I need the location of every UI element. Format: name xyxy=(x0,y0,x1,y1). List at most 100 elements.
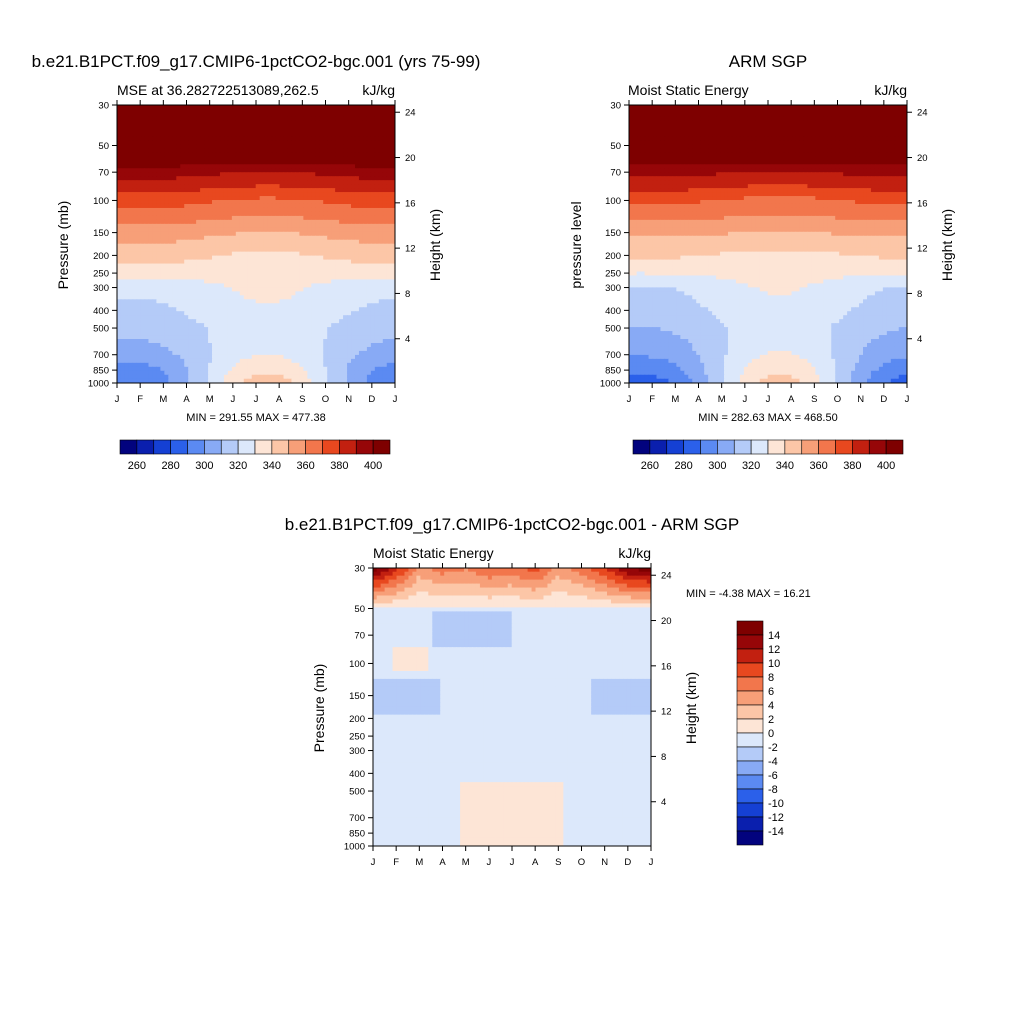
pressure-tick-label: 500 xyxy=(349,787,365,798)
month-tick-label: J xyxy=(742,394,747,405)
colorbar-label: 2 xyxy=(768,714,774,726)
colorbar-box xyxy=(818,439,836,455)
height-tick-label: 16 xyxy=(405,198,416,209)
colorbar-box xyxy=(305,439,323,455)
pressure-tick-label: 50 xyxy=(610,141,621,152)
panel-model-units: kJ/kg xyxy=(362,82,395,98)
height-tick-label: 24 xyxy=(405,108,416,119)
month-tick-label: J xyxy=(627,394,632,405)
colorbar-label: -6 xyxy=(768,770,778,782)
colorbar-label: 400 xyxy=(364,460,382,472)
colorbar-label: 4 xyxy=(768,700,774,712)
pressure-tick-label: 1000 xyxy=(344,842,365,853)
pressure-tick-label: 70 xyxy=(610,168,621,179)
month-tick-label: M xyxy=(159,394,167,405)
pressure-tick-label: 200 xyxy=(605,251,621,262)
colorbar-box xyxy=(220,439,239,455)
colorbar-box xyxy=(784,439,803,455)
pressure-tick-label: 1000 xyxy=(600,379,621,390)
pressure-tick-label: 100 xyxy=(93,196,109,207)
month-tick-label: A xyxy=(276,394,283,405)
height-tick-label: 12 xyxy=(405,244,416,255)
panel-diff-y2-axis-label: Height (km) xyxy=(683,672,699,744)
panel-diff-y-axis-label: Pressure (mb) xyxy=(311,664,327,753)
colorbar-box xyxy=(339,439,357,455)
pressure-tick-label: 150 xyxy=(93,228,109,239)
colorbar-box xyxy=(153,439,171,455)
colorbar-box xyxy=(736,830,764,846)
panel-model-axes: 30 50 70 100 150 200 250 300 400 500 700 850 1000 24 2… xyxy=(88,100,416,405)
colorbar-box xyxy=(885,439,904,455)
pressure-tick-label: 50 xyxy=(354,604,365,615)
month-tick-label: M xyxy=(462,857,470,868)
colorbar-box xyxy=(736,620,764,636)
pressure-tick-label: 700 xyxy=(605,350,621,361)
colorbar-box xyxy=(736,802,764,818)
month-tick-label: J xyxy=(115,394,120,405)
panel-diff-title: b.e21.B1PCT.f09_g17.CMIP6-1pctCO2-bgc.00… xyxy=(285,515,740,534)
panel-model-colorbar: 260 280 300 320 340 360 380 400 xyxy=(119,439,391,472)
colorbar-label: 8 xyxy=(768,672,774,684)
panel-obs-y2-axis-label: Height (km) xyxy=(939,209,955,281)
height-tick-label: 8 xyxy=(661,752,666,763)
colorbar-box xyxy=(733,439,752,455)
pressure-tick-label: 500 xyxy=(605,324,621,335)
colorbar-label: 14 xyxy=(768,630,780,642)
month-tick-label: J xyxy=(649,857,654,868)
pressure-tick-label: 250 xyxy=(349,732,365,743)
month-tick-label: F xyxy=(393,857,399,868)
colorbar-box xyxy=(736,648,764,664)
colorbar-label: 360 xyxy=(809,460,827,472)
pressure-tick-label: 250 xyxy=(605,269,621,280)
month-tick-label: O xyxy=(578,857,585,868)
colorbar-box xyxy=(632,439,651,455)
colorbar-box xyxy=(322,439,340,455)
panel-model-title: b.e21.B1PCT.f09_g17.CMIP6-1pctCO2-bgc.00… xyxy=(32,52,481,71)
panel-model-min-max: MIN = 291.55 MAX = 477.38 xyxy=(186,412,325,424)
panel-obs-y-axis-label: pressure level xyxy=(568,201,584,288)
month-tick-label: J xyxy=(230,394,235,405)
colorbar-label: 340 xyxy=(776,460,794,472)
colorbar-box xyxy=(736,746,764,762)
pressure-tick-label: 250 xyxy=(93,269,109,280)
pressure-tick-label: 200 xyxy=(349,714,365,725)
month-tick-label: J xyxy=(254,394,259,405)
panel-obs-title: ARM SGP xyxy=(729,52,807,71)
colorbar-label: -2 xyxy=(768,742,778,754)
colorbar-box xyxy=(736,676,764,692)
panel-diff-left-subtitle: Moist Static Energy xyxy=(373,545,494,561)
colorbar-label: 320 xyxy=(229,460,247,472)
colorbar-box xyxy=(683,439,701,455)
month-tick-label: A xyxy=(532,857,539,868)
height-tick-label: 4 xyxy=(917,334,922,345)
panel-model-left-subtitle: MSE at 36.282722513089,262.5 xyxy=(117,82,319,98)
colorbar-label: -12 xyxy=(768,812,784,824)
height-tick-label: 8 xyxy=(405,289,410,300)
colorbar-box xyxy=(271,439,290,455)
pressure-tick-label: 300 xyxy=(349,746,365,757)
height-tick-label: 12 xyxy=(917,244,928,255)
colorbar-label: 300 xyxy=(195,460,213,472)
colorbar-box xyxy=(372,439,391,455)
height-tick-label: 24 xyxy=(917,108,928,119)
colorbar-box xyxy=(736,718,764,734)
panel-obs-axes: 30 50 70 100 150 200 250 300 400 500 700 850 1000 24 2… xyxy=(600,100,928,405)
colorbar-label: 360 xyxy=(296,460,314,472)
colorbar-box xyxy=(736,732,764,748)
month-tick-label: N xyxy=(857,394,864,405)
height-tick-label: 16 xyxy=(917,198,928,209)
colorbar-label: -10 xyxy=(768,798,784,810)
colorbar-label: 12 xyxy=(768,644,780,656)
colorbar-box xyxy=(136,439,155,455)
colorbar-box xyxy=(736,634,764,650)
panel-obs-units: kJ/kg xyxy=(874,82,907,98)
colorbar-label: 380 xyxy=(843,460,861,472)
panel-model-y2-axis-label: Height (km) xyxy=(427,209,443,281)
colorbar-box xyxy=(119,439,138,455)
colorbar-box xyxy=(717,439,735,455)
colorbar-label: 280 xyxy=(674,460,692,472)
panel-model: b.e21.B1PCT.f09_g17.CMIP6-1pctCO2-bgc.00… xyxy=(32,52,481,472)
pressure-tick-label: 850 xyxy=(605,366,621,377)
colorbar-label: 260 xyxy=(128,460,146,472)
